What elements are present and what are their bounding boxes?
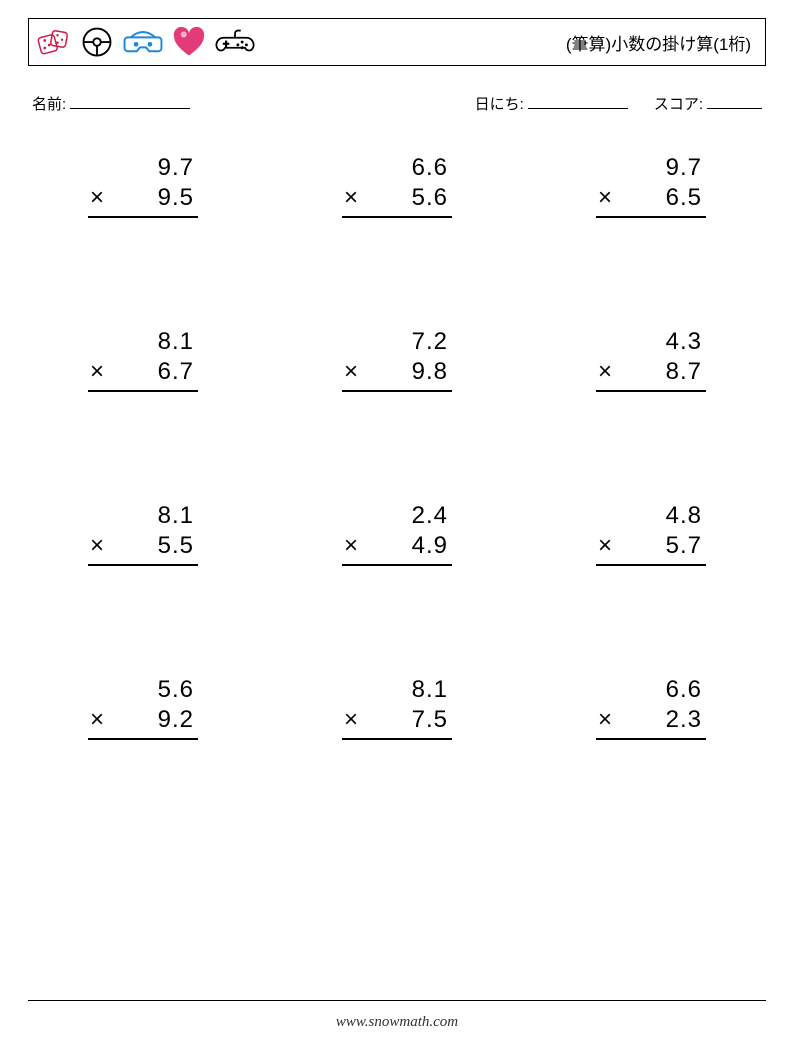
score-blank[interactable] [707,92,762,109]
problem-3: 9.7 × 6.5 [596,154,706,218]
meta-name: 名前: [32,92,190,114]
problem-4: 8.1 × 6.7 [88,328,198,392]
operand-b: 5.7 [666,532,706,560]
header-icons [35,24,255,60]
problem-10: 5.6 × 9.2 [88,676,198,740]
operand-a: 9.7 [158,154,198,182]
operand-a: 8.1 [158,328,198,356]
problems-grid: 9.7×9.56.6×5.69.7×6.58.1×6.77.2×9.84.3×8… [28,154,766,740]
problem-8: 2.4 × 4.9 [342,502,452,566]
operand-b: 6.5 [666,184,706,212]
operand-b: 4.9 [412,532,452,560]
problem-12: 6.6 × 2.3 [596,676,706,740]
operand-b: 7.5 [412,706,452,734]
operator: × [88,358,104,386]
problem-rule [596,390,706,392]
problem-rule [596,564,706,566]
dice-icon [35,24,71,60]
problem-rule [342,216,452,218]
operator: × [88,532,104,560]
operand-b: 8.7 [666,358,706,386]
operand-a: 2.4 [412,502,452,530]
footer-text: www.snowmath.com [0,1014,794,1031]
problem-rule [88,390,198,392]
operand-a: 6.6 [412,154,452,182]
operator: × [596,358,612,386]
operator: × [596,532,612,560]
problem-1: 9.7 × 9.5 [88,154,198,218]
operator: × [88,184,104,212]
problem-rule [342,390,452,392]
operand-b: 9.8 [412,358,452,386]
problem-5: 7.2 × 9.8 [342,328,452,392]
problem-rule [596,738,706,740]
operator: × [342,358,358,386]
problem-9: 4.8 × 5.7 [596,502,706,566]
operator: × [342,532,358,560]
name-blank[interactable] [70,92,190,109]
operator: × [342,184,358,212]
operator: × [596,184,612,212]
problem-11: 8.1 × 7.5 [342,676,452,740]
date-label: 日にち: [475,93,524,114]
problem-rule [88,564,198,566]
operand-a: 7.2 [412,328,452,356]
operator: × [596,706,612,734]
operand-b: 9.2 [158,706,198,734]
operand-a: 4.8 [666,502,706,530]
operand-b: 2.3 [666,706,706,734]
problem-2: 6.6 × 5.6 [342,154,452,218]
problem-rule [596,216,706,218]
operator: × [342,706,358,734]
meta-row: 名前: 日にち: スコア: [28,92,766,114]
steering-wheel-icon [79,24,115,60]
operand-a: 9.7 [666,154,706,182]
score-label: スコア: [654,93,703,114]
operand-b: 5.6 [412,184,452,212]
operand-a: 4.3 [666,328,706,356]
problem-rule [88,216,198,218]
vr-headset-icon [123,24,163,60]
problem-rule [342,738,452,740]
problem-6: 4.3 × 8.7 [596,328,706,392]
operand-b: 5.5 [158,532,198,560]
operand-a: 8.1 [412,676,452,704]
operand-a: 5.6 [158,676,198,704]
operand-b: 9.5 [158,184,198,212]
footer-rule [28,1000,766,1001]
operand-a: 6.6 [666,676,706,704]
name-label: 名前: [32,93,66,114]
date-blank[interactable] [528,92,628,109]
worksheet-page: (筆算)小数の掛け算(1桁) 名前: 日にち: スコア: 9.7 × 9.5 6.6 ×… [0,0,794,1053]
problem-rule [88,738,198,740]
operator: × [88,706,104,734]
worksheet-title: (筆算)小数の掛け算(1桁) [566,30,751,55]
operand-b: 6.7 [158,358,198,386]
gamepad-icon [215,24,255,60]
heart-icon [171,24,207,60]
header-box: (筆算)小数の掛け算(1桁) [28,18,766,66]
problem-rule [342,564,452,566]
operand-a: 8.1 [158,502,198,530]
problem-7: 8.1 × 5.5 [88,502,198,566]
